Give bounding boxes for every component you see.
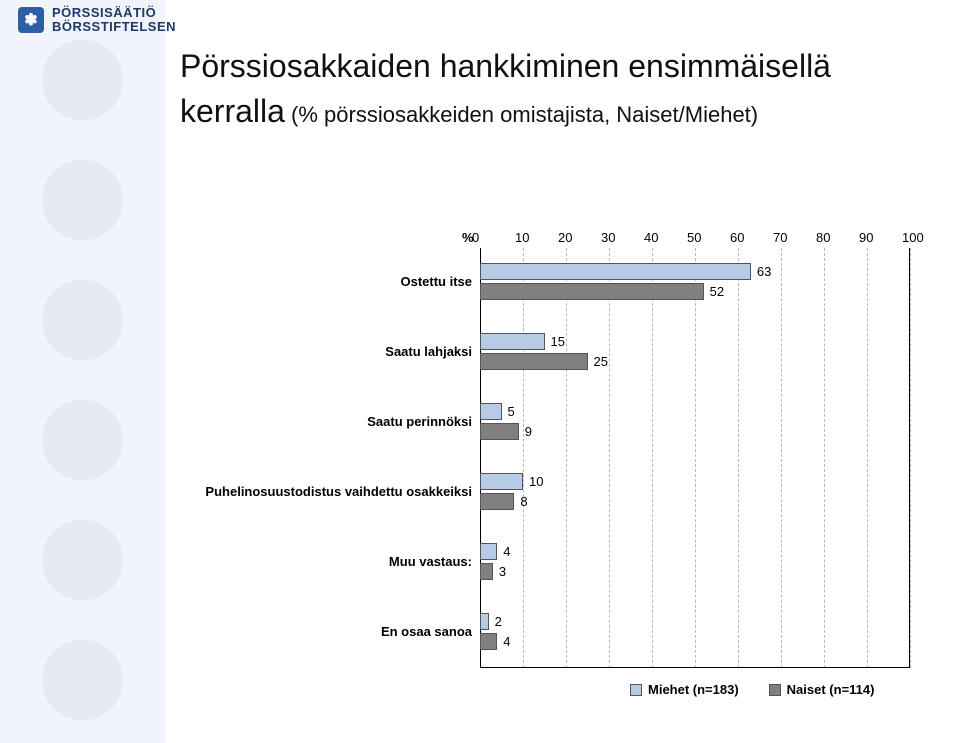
brand-logo: ✽ PÖRSSISÄÄTIÖ BÖRSSTIFTELSEN [18, 6, 176, 33]
watermark-sidebar [0, 0, 165, 743]
subtitle-prefix: kerralla [180, 93, 285, 129]
bar-value-label: 25 [594, 354, 608, 369]
gridline [910, 248, 911, 668]
x-tick-label: 50 [687, 230, 701, 245]
logo-line1: PÖRSSISÄÄTIÖ [52, 6, 176, 20]
legend-swatch [769, 684, 781, 696]
bar-value-label: 4 [503, 634, 510, 649]
bar-value-label: 8 [520, 494, 527, 509]
legend-label: Miehet (n=183) [648, 682, 739, 697]
bar-miehet [480, 473, 523, 490]
bar-value-label: 3 [499, 564, 506, 579]
bar-naiset [480, 633, 497, 650]
logo-line2: BÖRSSTIFTELSEN [52, 20, 176, 34]
category-label: En osaa sanoa [381, 624, 472, 639]
bar-value-label: 4 [503, 544, 510, 559]
bar-naiset [480, 493, 514, 510]
logo-icon: ✽ [18, 7, 44, 33]
x-tick-label: 0 [472, 230, 479, 245]
x-tick-label: 30 [601, 230, 615, 245]
legend: Miehet (n=183) Naiset (n=114) [630, 682, 874, 697]
bar-value-label: 52 [710, 284, 724, 299]
bar-naiset [480, 423, 519, 440]
logo-text: PÖRSSISÄÄTIÖ BÖRSSTIFTELSEN [52, 6, 176, 33]
subtitle-detail: (% pörssiosakkeiden omistajista, Naiset/… [291, 102, 758, 127]
category-label: Muu vastaus: [389, 554, 472, 569]
plot-border [480, 248, 910, 668]
legend-item: Naiset (n=114) [769, 682, 875, 697]
category-label: Saatu lahjaksi [385, 344, 472, 359]
legend-swatch [630, 684, 642, 696]
category-label: Saatu perinnöksi [367, 414, 472, 429]
bar-miehet [480, 543, 497, 560]
x-tick-label: 40 [644, 230, 658, 245]
bar-value-label: 2 [495, 614, 502, 629]
x-tick-label: 80 [816, 230, 830, 245]
bar-miehet [480, 403, 502, 420]
x-tick-label: 20 [558, 230, 572, 245]
bar-value-label: 5 [508, 404, 515, 419]
bar-value-label: 10 [529, 474, 543, 489]
bar-value-label: 9 [525, 424, 532, 439]
bar-miehet [480, 333, 545, 350]
x-tick-label: 70 [773, 230, 787, 245]
title-block: Pörssiosakkaiden hankkiminen ensimmäisel… [180, 48, 920, 130]
legend-label: Naiset (n=114) [787, 682, 875, 697]
bar-value-label: 15 [551, 334, 565, 349]
x-tick-label: 100 [902, 230, 924, 245]
bar-naiset [480, 353, 588, 370]
page-title: Pörssiosakkaiden hankkiminen ensimmäisel… [180, 48, 920, 85]
page-subtitle: kerralla (% pörssiosakkeiden omistajista… [180, 93, 920, 130]
category-label: Ostettu itse [400, 274, 472, 289]
bar-value-label: 63 [757, 264, 771, 279]
legend-item: Miehet (n=183) [630, 682, 739, 697]
x-tick-label: 10 [515, 230, 529, 245]
x-tick-label: 90 [859, 230, 873, 245]
x-tick-label: 60 [730, 230, 744, 245]
bar-naiset [480, 563, 493, 580]
bar-miehet [480, 263, 751, 280]
bar-miehet [480, 613, 489, 630]
category-label: Puhelinosuustodistus vaihdettu osakkeiks… [205, 484, 472, 499]
bar-naiset [480, 283, 704, 300]
